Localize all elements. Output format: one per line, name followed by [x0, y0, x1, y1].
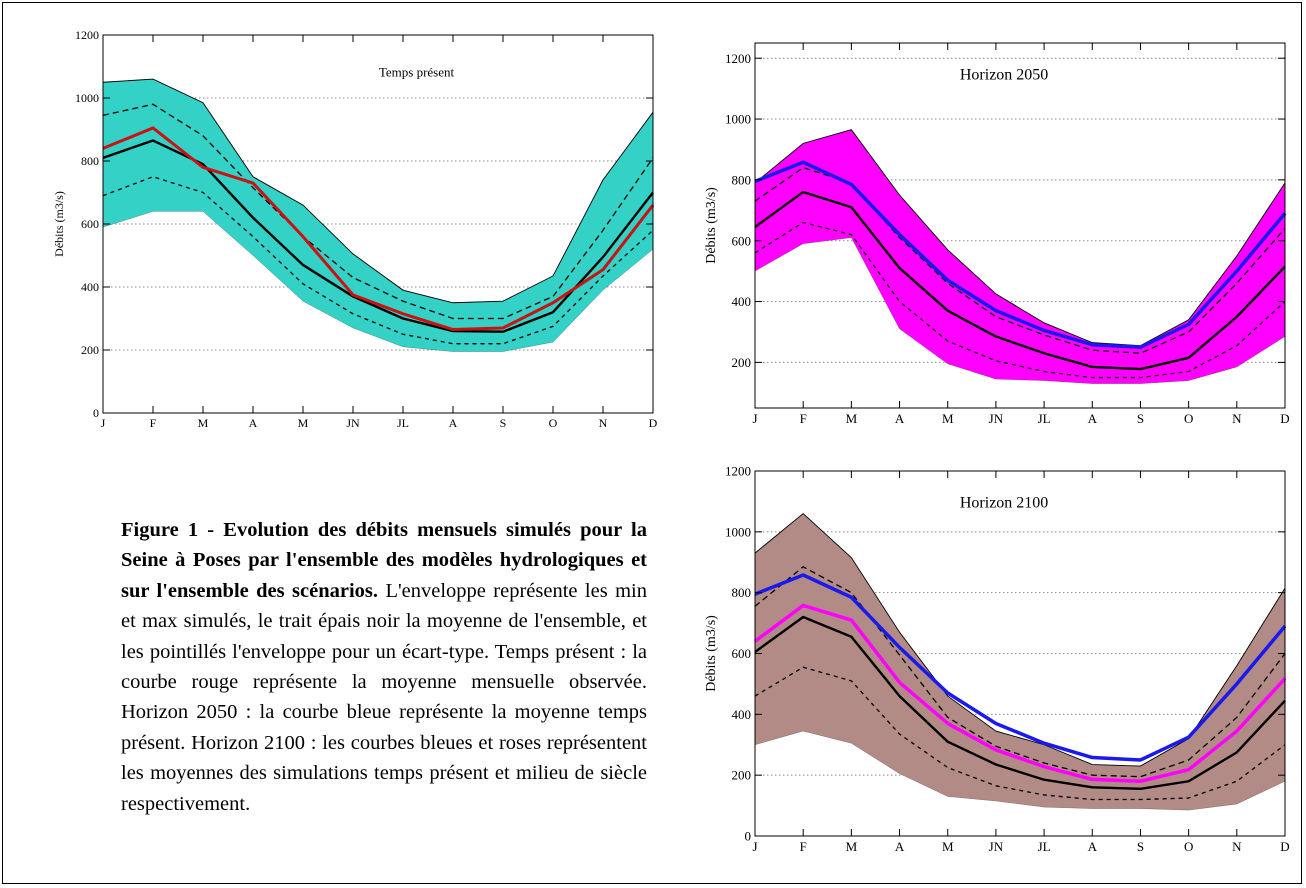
- y-tick-label-present-3: 600: [81, 217, 99, 231]
- x-tick-label-h2100-8: S: [1137, 839, 1144, 854]
- chart-2100: J F M A M JN JL A S O N D 0 200 400 600 800 1000 1200 Débit…: [704, 464, 1290, 854]
- x-tick-label-h2100-0: J: [752, 839, 757, 854]
- y-tick-label-h2050-2: 600: [732, 233, 752, 248]
- x-tick-label-present-1: F: [150, 416, 157, 430]
- series-reference-h2100: [754, 573, 1287, 762]
- series-dashed-lower-present: [102, 176, 654, 345]
- y-tick-label-h2100-6: 1200: [725, 464, 751, 479]
- envelope-area-present: [103, 79, 653, 352]
- x-tick-label-h2050-3: A: [895, 411, 905, 426]
- y-tick-label-h2050-1: 400: [732, 294, 752, 309]
- x-tick-label-h2100-10: N: [1232, 839, 1242, 854]
- y-tick-label-h2100-4: 800: [732, 585, 752, 600]
- plot-border-h2050: [754, 42, 1286, 409]
- x-tick-label-h2050-8: S: [1137, 411, 1144, 426]
- series-observed-present: [102, 126, 655, 332]
- y-tick-label-present-1: 200: [81, 343, 99, 357]
- envelope-min-line-h2100: [754, 730, 1286, 811]
- y-tick-label-h2100-3: 600: [732, 646, 752, 661]
- x-tick-label-h2050-9: O: [1184, 411, 1193, 426]
- chart-title-h2100: Horizon 2100: [960, 495, 1048, 512]
- y-tick-label-h2100-2: 400: [732, 707, 752, 722]
- y-tick-label-h2050-0: 200: [732, 355, 752, 370]
- envelope-max-line-present: [102, 78, 654, 304]
- series-mean-h2100: [754, 615, 1286, 791]
- envelope-max-line-h2050: [754, 129, 1286, 347]
- x-tick-label-present-3: A: [249, 416, 258, 430]
- x-tick-label-present-9: O: [549, 416, 558, 430]
- series-dashed-upper-present: [102, 103, 654, 320]
- x-tick-label-h2050-7: A: [1088, 411, 1098, 426]
- envelope-area-h2100: [755, 513, 1285, 811]
- y-tick-label-h2100-0: 0: [745, 829, 752, 844]
- y-tick-label-present-5: 1000: [75, 91, 99, 105]
- envelope-min-line-present: [102, 211, 654, 352]
- plot-border-present: [102, 34, 654, 414]
- envelope-min-line-h2050: [754, 237, 1286, 384]
- x-tick-label-present-11: D: [649, 416, 658, 430]
- x-tick-label-present-5: JN: [346, 416, 360, 430]
- series-mid-century-h2100: [753, 603, 1287, 783]
- x-tick-label-h2100-2: M: [846, 839, 858, 854]
- y-tick-label-present-6: 1200: [75, 28, 99, 42]
- x-tick-label-h2050-5: JN: [989, 411, 1004, 426]
- x-tick-label-present-4: M: [298, 416, 309, 430]
- y-axis-label-h2100: Débits (m3/s): [704, 615, 719, 692]
- x-tick-label-h2100-11: D: [1280, 839, 1289, 854]
- x-tick-label-present-2: M: [198, 416, 209, 430]
- x-tick-label-h2100-6: JL: [1038, 839, 1051, 854]
- y-axis-label-h2050: Débits (m3/s): [704, 187, 719, 264]
- x-tick-label-present-6: JL: [397, 416, 409, 430]
- y-tick-label-h2100-5: 1000: [725, 524, 751, 539]
- series-dashed-upper-h2100: [754, 566, 1286, 778]
- caption-title: Figure 1 - Evolution des débits mensuels…: [121, 519, 647, 602]
- envelope-area-h2050: [755, 129, 1285, 384]
- x-tick-label-present-0: J: [101, 416, 106, 430]
- x-tick-label-h2050-10: N: [1232, 411, 1242, 426]
- x-tick-label-h2100-9: O: [1184, 839, 1193, 854]
- y-tick-label-h2050-3: 800: [732, 172, 752, 187]
- figure-caption: Figure 1 - Evolution des débits mensuels…: [121, 515, 647, 819]
- y-tick-label-h2050-4: 1000: [725, 112, 751, 127]
- series-dashed-lower-h2100: [754, 666, 1286, 801]
- y-tick-label-h2100-1: 200: [732, 768, 752, 783]
- x-tick-label-h2100-4: M: [942, 839, 954, 854]
- x-tick-label-h2100-5: JN: [989, 839, 1004, 854]
- chart-present: J F M A M JN JL A S O N D 0 200 400 600 800 1000 1200 Débit…: [52, 28, 658, 430]
- x-tick-label-h2100-7: A: [1088, 839, 1098, 854]
- x-tick-label-present-8: S: [500, 416, 507, 430]
- chart-title-h2050: Horizon 2050: [960, 67, 1048, 84]
- y-tick-label-present-0: 0: [93, 406, 99, 420]
- y-tick-label-present-4: 800: [81, 154, 99, 168]
- caption-body: L'enveloppe représente les min et max si…: [121, 579, 647, 815]
- series-dashed-lower-h2050: [754, 221, 1286, 379]
- x-tick-label-h2050-0: J: [752, 411, 757, 426]
- x-tick-label-h2050-4: M: [942, 411, 954, 426]
- y-tick-label-h2050-5: 1200: [725, 51, 751, 66]
- x-tick-label-h2100-3: A: [895, 839, 905, 854]
- x-tick-label-present-7: A: [449, 416, 458, 430]
- y-tick-label-present-2: 400: [81, 280, 99, 294]
- x-tick-label-h2050-1: F: [800, 411, 807, 426]
- series-mean-h2050: [754, 190, 1286, 371]
- series-reference-h2050: [754, 160, 1287, 349]
- x-tick-label-h2100-1: F: [800, 839, 807, 854]
- chart-2050: J F M A M JN JL A S O N D 200 400 600 800 1000 1200 Débits…: [704, 42, 1290, 426]
- x-tick-label-h2050-2: M: [846, 411, 858, 426]
- chart-title-present: Temps présent: [379, 65, 455, 80]
- x-tick-label-h2050-6: JL: [1038, 411, 1051, 426]
- x-tick-label-h2050-11: D: [1280, 411, 1289, 426]
- x-tick-label-present-10: N: [599, 416, 608, 430]
- y-axis-label-present: Débits (m3/s): [52, 191, 66, 257]
